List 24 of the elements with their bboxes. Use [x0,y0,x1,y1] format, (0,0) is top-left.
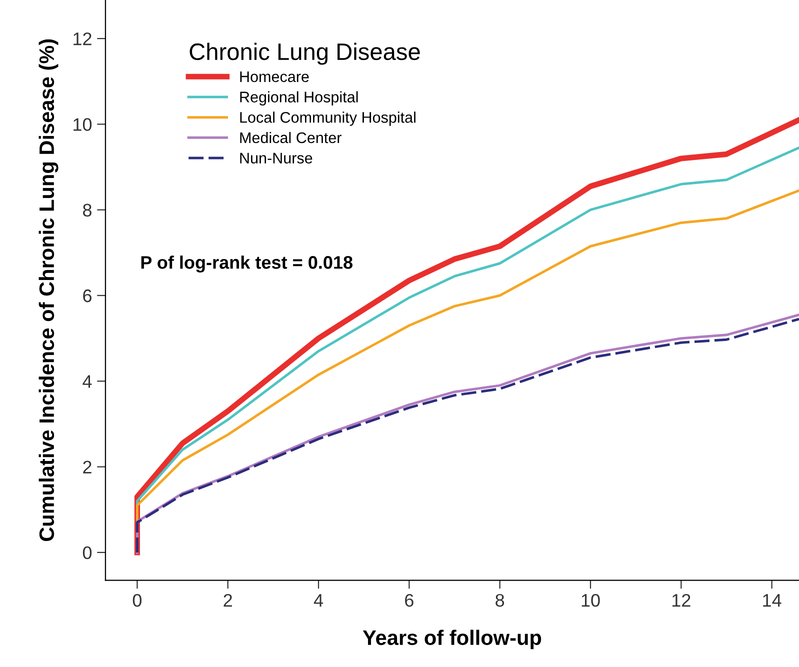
y-tick-label: 4 [82,375,92,388]
legend-label: Medical Center [240,132,342,144]
x-tick-label: 10 [582,594,600,607]
legend-label: Regional Hospital [240,91,358,106]
legend-label: Local Community Hospital [240,112,416,126]
x-tick-label: 2 [224,594,232,607]
y-tick-label: 2 [83,460,92,474]
x-tick-label: 12 [672,594,690,607]
x-tick-label: 14 [763,594,782,607]
legend-title: Chronic Lung Disease [190,42,420,65]
y-axis-title: Cumulative Incidence of Chronic Lung Disease (%) [38,39,58,542]
legend-label: Homecare [240,71,309,82]
x-axis-title: Years of follow-up [362,630,542,650]
y-tick-label: 0 [82,546,92,560]
y-tick-label: 12 [74,32,92,46]
legend-label: Nun-Nurse [240,152,312,164]
y-tick-label: 8 [83,204,92,217]
x-tick-label: 4 [314,594,324,607]
x-tick-label: 8 [496,594,504,607]
y-tick-label: 6 [83,289,92,302]
x-tick-label: 6 [405,594,414,607]
y-tick-label: 10 [74,118,92,131]
annotation: P of log-rank test = 0.018 [141,256,353,272]
x-tick-label: 0 [132,594,142,607]
